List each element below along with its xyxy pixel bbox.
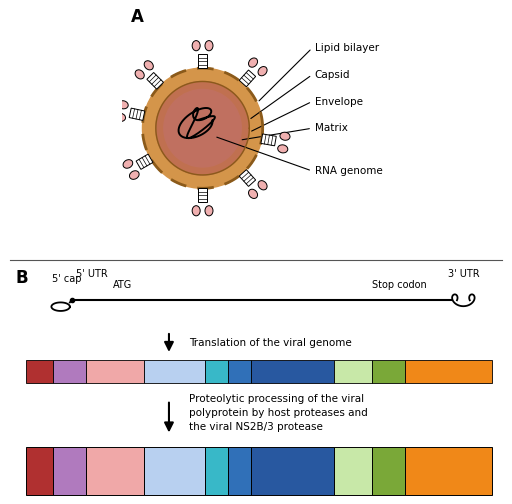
Text: Capsid: Capsid bbox=[315, 70, 350, 80]
Text: 5' UTR: 5' UTR bbox=[76, 269, 108, 279]
Bar bbox=[372, 447, 405, 494]
Text: NS4A: NS4A bbox=[342, 466, 364, 475]
Circle shape bbox=[142, 68, 263, 188]
Bar bbox=[405, 447, 492, 494]
Bar bbox=[26, 447, 53, 494]
Bar bbox=[144, 359, 205, 383]
Ellipse shape bbox=[130, 171, 139, 179]
Ellipse shape bbox=[144, 61, 153, 70]
Bar bbox=[334, 447, 372, 494]
Polygon shape bbox=[261, 134, 276, 146]
Circle shape bbox=[156, 82, 249, 175]
Ellipse shape bbox=[205, 41, 213, 51]
Bar bbox=[26, 359, 53, 383]
Text: NS2A: NS2A bbox=[213, 462, 219, 480]
Bar bbox=[53, 447, 86, 494]
Text: E: E bbox=[112, 466, 118, 475]
Bar bbox=[205, 359, 228, 383]
Text: NS2B: NS2B bbox=[237, 462, 242, 480]
Text: 3' UTR: 3' UTR bbox=[447, 269, 479, 279]
Text: Matrix: Matrix bbox=[315, 123, 348, 133]
Text: 5' cap: 5' cap bbox=[52, 274, 81, 284]
Ellipse shape bbox=[280, 132, 290, 140]
Polygon shape bbox=[239, 70, 255, 87]
Text: Proteolytic processing of the viral
polyprotein by host proteases and
the viral : Proteolytic processing of the viral poly… bbox=[189, 394, 368, 432]
Polygon shape bbox=[147, 73, 163, 89]
Bar bbox=[205, 447, 228, 494]
Text: Translation of the viral genome: Translation of the viral genome bbox=[189, 338, 352, 348]
Bar bbox=[372, 359, 405, 383]
Polygon shape bbox=[198, 188, 207, 202]
Ellipse shape bbox=[135, 70, 144, 79]
Circle shape bbox=[164, 90, 241, 167]
Text: NS4B: NS4B bbox=[377, 466, 399, 475]
Ellipse shape bbox=[258, 180, 267, 190]
Bar bbox=[251, 447, 334, 494]
Ellipse shape bbox=[278, 145, 288, 153]
Bar bbox=[228, 447, 251, 494]
Ellipse shape bbox=[205, 206, 213, 216]
Ellipse shape bbox=[248, 189, 258, 199]
Ellipse shape bbox=[258, 67, 267, 76]
Text: C: C bbox=[36, 466, 42, 475]
Text: Envelope: Envelope bbox=[315, 96, 363, 106]
Text: Stop codon: Stop codon bbox=[372, 280, 426, 290]
Bar bbox=[53, 359, 86, 383]
Ellipse shape bbox=[116, 113, 125, 121]
Bar bbox=[144, 447, 205, 494]
Ellipse shape bbox=[118, 101, 128, 109]
Bar bbox=[86, 447, 144, 494]
Text: NS5: NS5 bbox=[436, 466, 461, 476]
Ellipse shape bbox=[192, 41, 200, 51]
Ellipse shape bbox=[248, 58, 258, 67]
Bar bbox=[405, 359, 492, 383]
Ellipse shape bbox=[192, 206, 200, 216]
Polygon shape bbox=[239, 170, 255, 186]
Bar bbox=[86, 359, 144, 383]
Bar bbox=[334, 359, 372, 383]
Text: NS3pro: NS3pro bbox=[276, 466, 309, 475]
Text: ATG: ATG bbox=[113, 280, 132, 290]
Text: Lipid bilayer: Lipid bilayer bbox=[315, 43, 379, 53]
Bar bbox=[251, 359, 334, 383]
Polygon shape bbox=[198, 54, 207, 68]
Text: M: M bbox=[66, 466, 73, 475]
Polygon shape bbox=[136, 154, 153, 169]
Text: A: A bbox=[131, 8, 143, 26]
Ellipse shape bbox=[123, 160, 133, 168]
Text: RNA genome: RNA genome bbox=[315, 166, 382, 176]
Bar bbox=[228, 359, 251, 383]
Text: B: B bbox=[15, 270, 28, 287]
Polygon shape bbox=[129, 108, 145, 120]
Text: NS1: NS1 bbox=[165, 466, 183, 475]
